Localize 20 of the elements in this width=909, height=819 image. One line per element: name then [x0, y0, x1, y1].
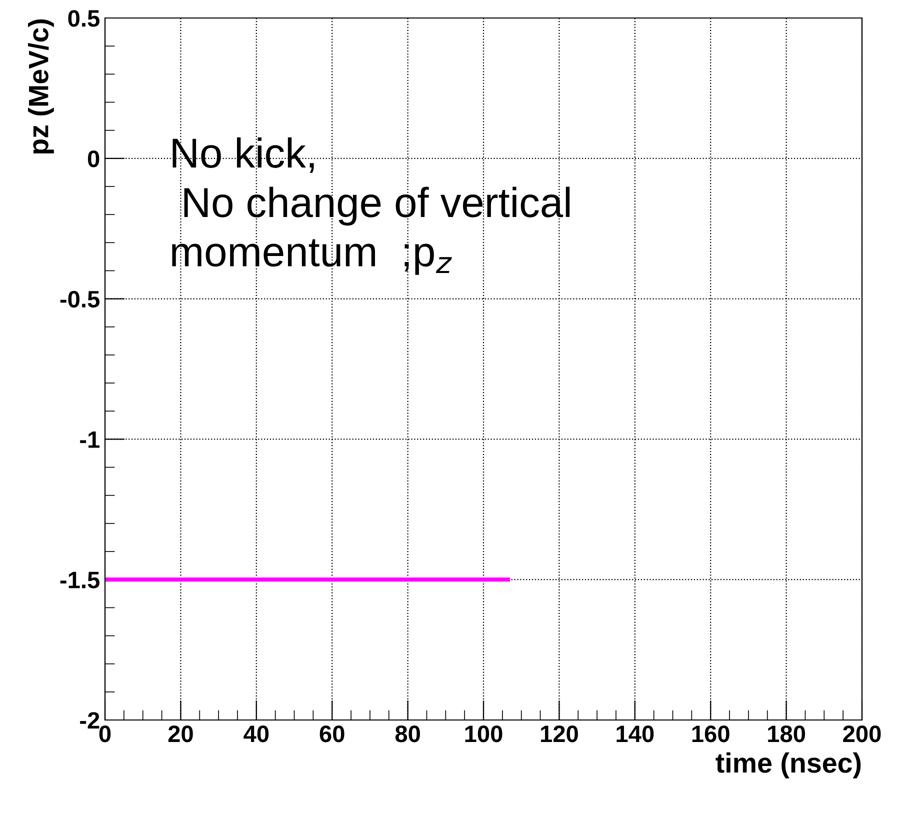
x-tick-label: 40	[244, 725, 269, 742]
x-tick-label: 0	[99, 725, 111, 742]
y-tick-label: 0	[88, 150, 100, 168]
x-tick-label: 200	[843, 725, 881, 742]
x-axis-title: time (nsec)	[716, 752, 861, 778]
x-tick-label: 60	[320, 725, 344, 742]
annotation: No kick, No change of vertical momentum ;p$_{z}$	[172, 137, 570, 275]
x-tick-label: 100	[465, 725, 502, 742]
x-tick-label: 140	[616, 725, 654, 742]
y-tick-label: -1.5	[60, 572, 100, 588]
y-tick-label: -1	[80, 432, 100, 448]
x-tick-label: 160	[692, 725, 730, 742]
x-tick-label: 120	[540, 725, 578, 742]
y-tick-label: -0.5	[60, 290, 100, 308]
x-tick-label: 80	[395, 725, 420, 742]
x-tick-label: 20	[168, 725, 193, 742]
x-tick-label: 180	[768, 725, 806, 742]
y-tick-label: 0.5	[68, 10, 100, 27]
y-axis-title: pz (MeV/c)	[28, 19, 54, 154]
y-tick-label: -2	[80, 712, 100, 729]
